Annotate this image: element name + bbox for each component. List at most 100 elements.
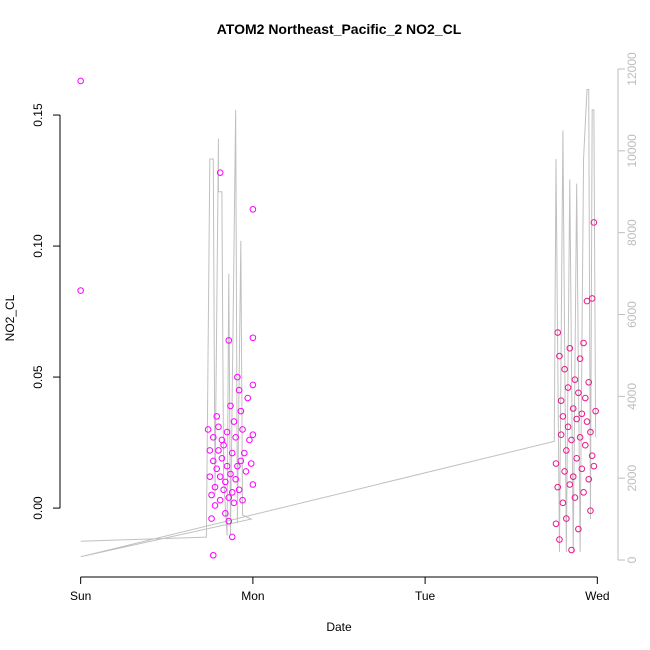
data-point [587, 507, 594, 515]
data-point [216, 473, 224, 480]
data-point [557, 431, 565, 439]
y-tick-label: 0.15 [31, 103, 45, 127]
data-point [208, 515, 215, 522]
data-point [578, 465, 586, 473]
data-point [573, 415, 580, 423]
y2-tick-label: 12000 [625, 52, 639, 86]
data-point [590, 462, 598, 470]
data-point [563, 515, 570, 522]
data-point [222, 478, 229, 486]
data-point [564, 384, 572, 391]
data-point [220, 441, 227, 449]
data-point [215, 423, 222, 431]
data-point [235, 486, 243, 494]
y-tick-label: 0.10 [31, 234, 45, 258]
data-point [592, 407, 599, 415]
y2-tick-label: 0 [625, 556, 639, 563]
y-tick-label: 0.05 [31, 365, 45, 389]
y-tick-label: 0.00 [31, 496, 45, 520]
y2-tick-label: 6000 [625, 301, 639, 328]
data-point [571, 376, 579, 383]
data-point [554, 483, 562, 491]
x-tick-label: Sun [70, 589, 91, 603]
data-point [556, 352, 563, 360]
data-point [222, 510, 229, 517]
data-point [237, 407, 245, 415]
data-point [234, 373, 241, 381]
data-point [244, 394, 252, 402]
data-point [587, 428, 594, 436]
data-point [247, 460, 255, 467]
data-point [239, 496, 246, 504]
data-point [77, 287, 84, 294]
data-point [77, 77, 84, 85]
data-point [209, 551, 217, 559]
data-point [557, 397, 565, 404]
y2-tick-label: 4000 [625, 383, 639, 410]
data-point [209, 457, 217, 465]
data-point [225, 494, 233, 501]
data-point [216, 169, 224, 176]
data-point [206, 447, 214, 454]
data-point [234, 462, 241, 470]
data-point [554, 329, 562, 336]
data-point [568, 546, 575, 554]
data-point [569, 405, 577, 412]
data-point [215, 447, 222, 454]
data-point [561, 365, 568, 373]
data-point [249, 381, 257, 389]
data-point [206, 473, 214, 480]
data-point [208, 491, 215, 499]
data-point [239, 426, 246, 433]
data-point [552, 460, 560, 467]
data-point [552, 520, 560, 528]
data-point [249, 481, 257, 488]
data-point [242, 468, 250, 475]
data-point [564, 423, 572, 431]
data-point [213, 413, 221, 420]
data-point [240, 449, 248, 457]
data-point [204, 426, 212, 433]
data-point [559, 499, 567, 507]
x-tick-label: Wed [585, 589, 609, 603]
y2-tick-label: 2000 [625, 465, 639, 492]
data-point [573, 454, 580, 462]
data-point [228, 533, 236, 541]
data-point [246, 436, 253, 444]
data-point [227, 470, 234, 478]
data-point [216, 496, 224, 504]
data-point [237, 457, 245, 465]
data-point [581, 441, 589, 449]
y-axis-label: NO2_CL [3, 294, 17, 341]
data-point [223, 462, 231, 470]
data-point [590, 219, 598, 226]
data-point [561, 468, 568, 475]
chart-title: ATOM2 Northeast_Pacific_2 NO2_CL [217, 21, 462, 37]
data-point [220, 486, 227, 494]
data-point [249, 431, 257, 439]
data-point [588, 452, 596, 459]
altitude-line [80, 88, 597, 558]
data-point [575, 525, 582, 533]
data-point [563, 447, 570, 454]
data-point [583, 418, 591, 425]
y2-tick-label: 10000 [625, 134, 639, 168]
data-point [249, 206, 257, 213]
data-point [225, 337, 233, 344]
data-point [566, 481, 574, 488]
x-tick-label: Mon [241, 589, 264, 603]
data-point [576, 434, 584, 441]
data-point [583, 297, 591, 305]
data-point [209, 434, 217, 441]
data-point [578, 410, 586, 418]
data-point [227, 402, 234, 410]
data-point [566, 344, 574, 352]
data-point [568, 436, 575, 444]
data-point [235, 386, 243, 394]
data-point [580, 489, 587, 496]
data-point [225, 517, 233, 525]
data-point [230, 499, 238, 507]
data-point [571, 494, 579, 501]
